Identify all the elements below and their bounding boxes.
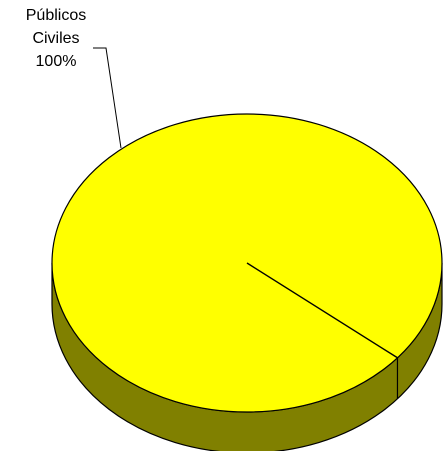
data-label-line-1: Públicos (25, 7, 87, 24)
data-label-leader-line (93, 47, 122, 149)
data-label-percent: 100% (35, 53, 77, 70)
data-label-line-2: Civiles (32, 30, 80, 47)
data-label-publicos-civiles: Públicos Civiles 100% (0, 4, 112, 73)
pie-slice-boundary-line (246, 262, 398, 359)
